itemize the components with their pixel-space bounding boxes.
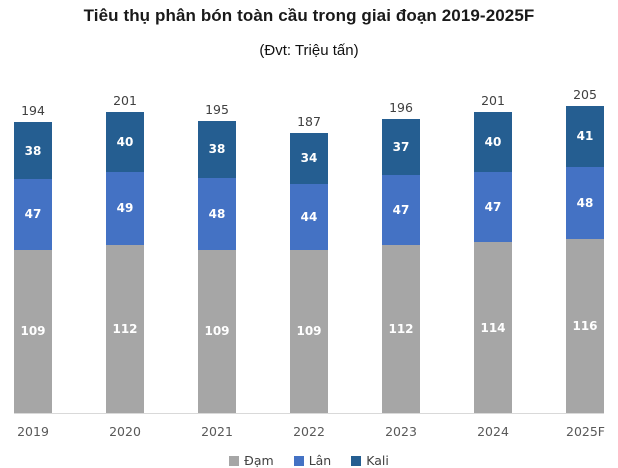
x-axis-label-2023: 2023 bbox=[385, 424, 417, 439]
legend-item-kali: Kali bbox=[351, 453, 389, 468]
bar-segment-lan: 48 bbox=[198, 177, 236, 250]
segment-value-label: 47 bbox=[484, 199, 502, 214]
segment-value-label: 112 bbox=[112, 322, 138, 336]
bar-column-2019: 194 38 47 109 bbox=[14, 103, 52, 413]
segment-value-label: 109 bbox=[204, 324, 230, 339]
segment-value-label: 48 bbox=[576, 196, 594, 210]
legend-label: Đạm bbox=[244, 453, 274, 468]
bar-segment-dam: 112 bbox=[106, 245, 144, 413]
bar-column-2025f: 205 41 48 116 bbox=[566, 86, 604, 413]
bar-segment-kali: 38 bbox=[198, 120, 236, 178]
chart-subtitle: (Đvt: Triệu tấn) bbox=[259, 42, 359, 59]
bar-column-2022: 187 34 44 109 bbox=[290, 113, 328, 413]
bar-column-2023: 196 37 47 112 bbox=[382, 100, 420, 413]
segment-value-label: 37 bbox=[392, 139, 410, 154]
plot-area: 194 38 47 109 201 40 49 112 195 38 48 109 187 34 44 109… bbox=[14, 85, 604, 414]
bar-segment-kali: 40 bbox=[106, 111, 144, 172]
segment-value-label: 109 bbox=[20, 324, 46, 339]
x-axis-label-2022: 2022 bbox=[293, 424, 325, 439]
x-axis-label-2025f: 2025F bbox=[566, 424, 606, 439]
legend-swatch-lan bbox=[293, 455, 304, 466]
total-label: 205 bbox=[573, 86, 597, 102]
total-label: 187 bbox=[297, 113, 321, 129]
bar-segment-lan: 49 bbox=[106, 171, 144, 245]
bar-segment-lan: 47 bbox=[14, 179, 52, 250]
chart-legend: Đạm Lân Kali bbox=[14, 453, 604, 468]
bar-segment-kali: 34 bbox=[290, 132, 328, 184]
segment-value-label: 48 bbox=[208, 206, 226, 221]
segment-value-label: 40 bbox=[116, 134, 134, 149]
bar-segment-kali: 37 bbox=[382, 119, 420, 175]
segment-value-label: 116 bbox=[572, 319, 598, 333]
segment-value-label: 38 bbox=[24, 143, 42, 158]
total-label: 195 bbox=[205, 101, 229, 117]
bar-segment-lan: 48 bbox=[566, 167, 604, 239]
total-label: 201 bbox=[481, 92, 505, 108]
segment-value-label: 112 bbox=[388, 322, 414, 336]
total-label: 194 bbox=[21, 103, 45, 118]
legend-label: Kali bbox=[366, 453, 389, 468]
x-axis-labels: 2019 2020 2021 2022 2023 2024 2025F bbox=[14, 424, 606, 439]
x-axis-label-2019: 2019 bbox=[17, 424, 49, 439]
stacked-bar-chart: 194 38 47 109 201 40 49 112 195 38 48 109 187 34 44 109… bbox=[14, 85, 606, 468]
segment-value-label: 49 bbox=[116, 201, 134, 216]
legend-label: Lân bbox=[308, 453, 332, 468]
bar-segment-lan: 47 bbox=[382, 174, 420, 245]
segment-value-label: 41 bbox=[576, 129, 594, 144]
bar-segment-kali: 41 bbox=[566, 105, 604, 167]
bar-segment-dam: 109 bbox=[14, 249, 52, 413]
bar-segment-dam: 109 bbox=[290, 249, 328, 413]
bar-segment-dam: 112 bbox=[382, 245, 420, 413]
bar-segment-dam: 109 bbox=[198, 249, 236, 413]
bar-segment-lan: 47 bbox=[474, 171, 512, 242]
bar-column-2021: 195 38 48 109 bbox=[198, 101, 236, 413]
legend-swatch-dam bbox=[229, 455, 240, 466]
total-label: 196 bbox=[389, 100, 413, 115]
bar-segment-dam: 114 bbox=[474, 242, 512, 413]
segment-value-label: 114 bbox=[480, 320, 506, 335]
legend-item-dam: Đạm bbox=[229, 453, 274, 468]
bar-segment-kali: 40 bbox=[474, 111, 512, 172]
chart-title: Tiêu thụ phân bón toàn cầu trong giai đo… bbox=[83, 6, 535, 25]
segment-value-label: 38 bbox=[208, 142, 226, 156]
bar-column-2024: 201 40 47 114 bbox=[474, 92, 512, 413]
legend-item-lan: Lân bbox=[293, 453, 332, 468]
segment-value-label: 34 bbox=[300, 151, 318, 165]
segment-value-label: 109 bbox=[296, 324, 322, 339]
segment-value-label: 47 bbox=[392, 202, 410, 217]
segment-value-label: 44 bbox=[300, 209, 318, 224]
x-axis-label-2021: 2021 bbox=[201, 424, 233, 439]
bar-segment-dam: 116 bbox=[566, 239, 604, 413]
bar-segment-lan: 44 bbox=[290, 183, 328, 250]
segment-value-label: 47 bbox=[24, 207, 42, 222]
segment-value-label: 40 bbox=[484, 134, 502, 149]
bar-column-2020: 201 40 49 112 bbox=[106, 92, 144, 413]
total-label: 201 bbox=[113, 92, 137, 108]
legend-swatch-kali bbox=[351, 455, 362, 466]
x-axis-label-2020: 2020 bbox=[109, 424, 141, 439]
bar-segment-kali: 38 bbox=[14, 122, 52, 179]
x-axis-label-2024: 2024 bbox=[477, 424, 509, 439]
